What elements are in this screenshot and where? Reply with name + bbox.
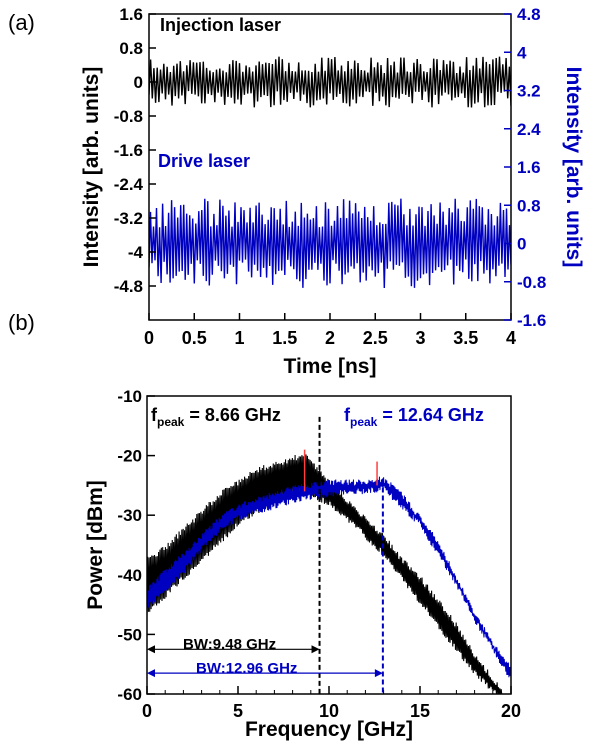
a-x-tick-label: 0.5 bbox=[182, 328, 207, 348]
bw-label-drive: BW:12.96 GHz bbox=[196, 660, 297, 677]
a-x-tick-label: 1.5 bbox=[272, 328, 297, 348]
a-y-tick-label-right: -1.6 bbox=[517, 311, 546, 330]
b-y-tick-label: -60 bbox=[117, 685, 142, 704]
b-x-tick-label: 0 bbox=[142, 701, 152, 721]
a-y-tick-label-left: -1.6 bbox=[114, 141, 143, 160]
panel-b: 0 5 10 15 20 -10 -20 -30 -40 -50 -60 Frequency [G… bbox=[84, 387, 521, 741]
spectrum-drive-laser bbox=[147, 476, 511, 678]
a-y-tick-label-right: 4.8 bbox=[517, 5, 541, 24]
a-x-tick-label: 0 bbox=[144, 328, 154, 348]
a-y-tick-label-right: 3.2 bbox=[517, 82, 541, 101]
a-y-tick-label-right: 4 bbox=[517, 43, 527, 62]
b-y-tick-label: -50 bbox=[117, 625, 142, 644]
b-y-tick-label: -10 bbox=[117, 387, 142, 406]
b-x-tick-label: 20 bbox=[501, 701, 521, 721]
a-y-tick-label-left: 0.8 bbox=[119, 39, 143, 58]
trace-drive-laser bbox=[149, 198, 511, 289]
panel-b-ylabel: Power [dBm] bbox=[84, 480, 107, 610]
a-y-tick-label-left: -4.8 bbox=[114, 277, 143, 296]
trace-injection-laser bbox=[149, 56, 511, 108]
bw-arrow-drive-head-left bbox=[147, 669, 155, 678]
bw-arrow-drive-head-right bbox=[374, 669, 383, 678]
panel-a: 0 0.5 1 1.5 2 2.5 3 3.5 4 1.6 0.8 0 -0.8 -1.6 -2.4 -3.… bbox=[80, 5, 585, 378]
peak-label-drive: fpeak = 12.64 GHz bbox=[344, 405, 484, 429]
a-y-tick-label-left: -0.8 bbox=[114, 107, 143, 126]
bw-label-injection: BW:9.48 GHz bbox=[183, 636, 276, 653]
panel-a-ylabel-left: Intensity [arb. units] bbox=[80, 67, 103, 268]
a-y-tick-label-left: 1.6 bbox=[119, 5, 143, 24]
a-y-tick-label-right: 0 bbox=[517, 235, 526, 254]
bw-arrow-injection-head-right bbox=[311, 645, 320, 654]
a-y-tick-label-right: 1.6 bbox=[517, 158, 541, 177]
a-x-tick-label: 1 bbox=[234, 328, 244, 348]
a-y-tick-label-left: -3.2 bbox=[114, 209, 143, 228]
panel-a-label: (a) bbox=[8, 10, 35, 35]
a-y-tick-label-right: 0.8 bbox=[517, 196, 541, 215]
panel-a-xlabel: Time [ns] bbox=[284, 355, 377, 378]
b-x-tick-label: 15 bbox=[410, 701, 430, 721]
legend-injection-laser: Injection laser bbox=[160, 15, 281, 35]
a-y-tick-label-right: 2.4 bbox=[517, 120, 541, 139]
b-y-tick-label: -20 bbox=[117, 447, 142, 466]
a-x-tick-label: 2.5 bbox=[363, 328, 388, 348]
peak-label-injection: fpeak = 8.66 GHz bbox=[151, 405, 281, 429]
a-x-tick-label: 2 bbox=[325, 328, 335, 348]
spectrum-injection-laser bbox=[147, 454, 503, 694]
b-y-tick-label: -40 bbox=[117, 566, 142, 585]
b-x-tick-label: 10 bbox=[319, 701, 339, 721]
a-x-tick-label: 3.5 bbox=[453, 328, 478, 348]
a-y-tick-label-left: -4 bbox=[128, 243, 144, 262]
a-y-tick-label-left: -2.4 bbox=[114, 175, 144, 194]
panel-b-label: (b) bbox=[8, 310, 35, 335]
a-x-tick-label: 3 bbox=[415, 328, 425, 348]
legend-drive-laser: Drive laser bbox=[158, 151, 250, 171]
panel-b-xlabel: Frequency [GHz] bbox=[245, 718, 413, 741]
a-y-tick-label-right: -0.8 bbox=[517, 273, 546, 292]
bw-arrow-injection-head-left bbox=[147, 645, 155, 654]
a-x-tick-label: 4 bbox=[506, 328, 516, 348]
b-y-tick-label: -30 bbox=[117, 506, 142, 525]
b-x-tick-label: 5 bbox=[233, 701, 243, 721]
panel-a-ylabel-right: Intensity [arb. units] bbox=[562, 67, 585, 268]
a-y-tick-label-left: 0 bbox=[134, 73, 143, 92]
